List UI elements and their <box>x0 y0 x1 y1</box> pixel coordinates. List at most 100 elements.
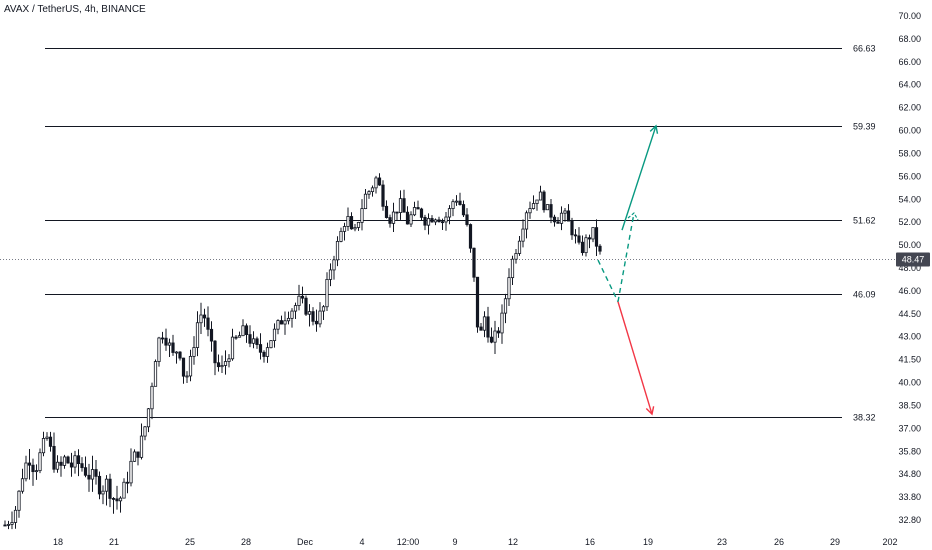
candle-body <box>136 451 140 458</box>
y-tick-label: 46.00 <box>898 286 921 296</box>
y-tick-label: 64.00 <box>898 80 921 90</box>
level-label: 46.09 <box>853 290 876 300</box>
candle-body <box>556 221 560 224</box>
candle-body <box>409 214 413 225</box>
candle-body <box>594 227 599 247</box>
candle-body <box>122 481 126 499</box>
candle-body <box>395 211 399 214</box>
candle-body <box>328 269 333 280</box>
x-tick-label: 29 <box>830 537 840 547</box>
candle-body <box>416 207 420 210</box>
chart-title: AVAX / TetherUS, 4h, BINANCE <box>4 4 146 15</box>
y-tick-label: 70.00 <box>898 11 921 21</box>
candle-body <box>160 337 165 340</box>
candle-body <box>573 234 578 237</box>
candle-body <box>27 462 32 466</box>
candle-body <box>192 347 196 357</box>
candle-body <box>230 336 235 360</box>
x-tick-label: 23 <box>717 537 727 547</box>
candle-body <box>482 316 487 331</box>
candle-body <box>412 207 417 216</box>
candle-body <box>272 328 277 341</box>
y-tick-label: 38.50 <box>898 400 921 410</box>
candle-body <box>48 436 53 447</box>
candle-body <box>580 241 585 254</box>
candle-body <box>276 320 280 330</box>
candle-body <box>566 210 571 222</box>
candle-body <box>402 198 406 213</box>
candle-body <box>104 478 109 492</box>
candle-body <box>423 216 427 226</box>
candle-body <box>433 219 438 223</box>
candle-body <box>59 461 63 466</box>
y-tick-label: 58.00 <box>898 148 921 158</box>
candle-body <box>465 214 469 225</box>
candle-body <box>216 362 221 368</box>
candle-body <box>486 316 490 338</box>
candle-body <box>321 306 326 312</box>
x-tick-label: 12 <box>508 537 518 547</box>
candle-body <box>174 351 179 354</box>
y-tick-label: 50.00 <box>898 240 921 250</box>
candle-body <box>440 221 445 224</box>
candle-body <box>129 460 133 484</box>
candle-body <box>510 258 515 279</box>
candle-body <box>489 336 494 343</box>
candle-body <box>332 259 336 271</box>
y-tick-label: 66.00 <box>898 57 921 67</box>
projection-dashed-down <box>597 259 619 303</box>
y-tick-label: 56.00 <box>898 171 921 181</box>
candle-body <box>55 461 60 470</box>
candle-body <box>346 216 350 227</box>
current-price-label: 48.47 <box>902 255 925 265</box>
candle-body <box>262 351 266 357</box>
x-tick-label: 21 <box>109 537 119 547</box>
x-tick-label: 25 <box>185 537 195 547</box>
candle-body <box>517 240 522 254</box>
y-tick-label: 48.00 <box>898 263 921 273</box>
x-tick-label: 16 <box>585 537 595 547</box>
candle-body <box>153 361 158 387</box>
candle-body <box>545 204 550 211</box>
projection-dashed-head <box>627 212 639 221</box>
candle-body <box>419 208 424 218</box>
candle-body <box>374 177 378 189</box>
candle-body <box>521 228 525 242</box>
candle-body <box>143 426 147 437</box>
candle-body <box>507 277 511 300</box>
candle-body <box>286 317 291 322</box>
candle-body <box>171 342 175 353</box>
candle-body <box>335 241 340 261</box>
candle-body <box>500 312 504 334</box>
candle-body <box>311 311 315 322</box>
current-price-tag <box>896 252 930 267</box>
candle-body <box>342 226 347 232</box>
candle-body <box>367 191 371 195</box>
candle-body <box>10 522 14 525</box>
candle-body <box>13 509 18 523</box>
candle-body <box>3 524 7 527</box>
candle-body <box>559 212 564 224</box>
y-tick-label: 41.50 <box>898 355 921 365</box>
candle-body <box>62 456 67 466</box>
candle-body <box>69 462 74 468</box>
y-tick-label: 60.00 <box>898 126 921 136</box>
candle-body <box>381 184 385 207</box>
candle-body <box>265 347 270 357</box>
candle-body <box>251 338 256 344</box>
candle-body <box>45 436 49 439</box>
candle-body <box>73 455 77 468</box>
candle-body <box>146 408 151 428</box>
candle-body <box>255 338 259 345</box>
y-tick-label: 32.80 <box>898 515 921 525</box>
level-label: 59.39 <box>853 122 876 132</box>
candle-body <box>377 177 382 186</box>
y-tick-label: 34.80 <box>898 469 921 479</box>
candle-body <box>94 469 98 477</box>
candle-body <box>577 235 581 243</box>
candle-body <box>125 481 130 484</box>
candle-body <box>195 322 200 348</box>
candle-body <box>167 342 172 346</box>
candle-body <box>524 212 529 230</box>
